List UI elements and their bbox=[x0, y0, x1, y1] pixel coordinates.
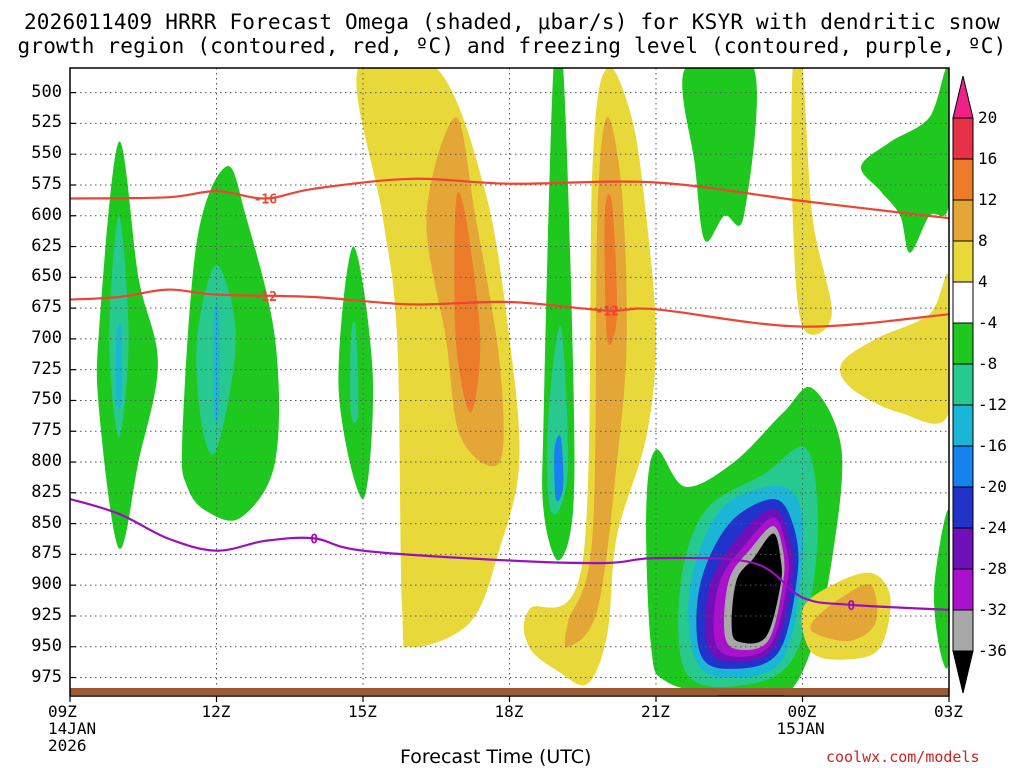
contour-minus-12C bbox=[70, 288, 949, 328]
colorbar-tick-label: 20 bbox=[978, 108, 998, 127]
y-tick-label: 675 bbox=[31, 297, 62, 318]
colorbar-bin bbox=[952, 486, 974, 529]
x-tick-label: 12Z bbox=[201, 702, 231, 721]
y-tick-label: 825 bbox=[31, 481, 62, 502]
contour-label: 0 bbox=[847, 599, 855, 614]
colorbar-tick-label: -16 bbox=[978, 436, 1007, 455]
y-tick-label: 500 bbox=[31, 81, 62, 102]
x-tick-label: 14JAN bbox=[48, 719, 97, 738]
y-tick-label: 850 bbox=[31, 512, 62, 533]
x-axis-title: Forecast Time (UTC) bbox=[400, 746, 592, 768]
colorbar-tick-label: -24 bbox=[978, 518, 1007, 537]
x-tick-label: 21Z bbox=[641, 702, 670, 721]
colorbar-tick-label: 12 bbox=[978, 190, 998, 209]
omega-region bbox=[840, 273, 949, 424]
y-tick-label: 725 bbox=[31, 358, 62, 379]
omega-region bbox=[604, 194, 618, 346]
contour-label: -12 bbox=[254, 290, 277, 305]
colorbar-tick-label: -12 bbox=[978, 395, 1007, 414]
omega-region bbox=[861, 68, 949, 253]
colorbar-tick-label: 8 bbox=[978, 231, 988, 250]
x-tick-label: 00Z bbox=[787, 702, 817, 721]
chart-title-line-1: 2026011409 HRRR Forecast Omega (shaded, … bbox=[23, 10, 1001, 34]
omega-region bbox=[791, 68, 832, 335]
omega-region bbox=[810, 584, 878, 642]
colorbar-tick-label: -20 bbox=[978, 477, 1007, 496]
colorbar-bin bbox=[952, 281, 974, 324]
y-tick-label: 600 bbox=[31, 204, 62, 225]
omega-colorbar bbox=[952, 75, 974, 694]
colorbar-tick-label: -8 bbox=[978, 354, 998, 373]
omega-region bbox=[350, 321, 359, 423]
colorbar-bin bbox=[952, 527, 974, 570]
contour-label: 0 bbox=[310, 532, 318, 547]
colorbar-bottom-arrow bbox=[952, 650, 974, 694]
colorbar-bin bbox=[952, 117, 974, 160]
omega-region bbox=[554, 435, 564, 502]
colorbar-bin bbox=[952, 404, 974, 447]
colorbar-bin bbox=[952, 240, 974, 283]
colorbar-tick-label: -36 bbox=[978, 641, 1007, 660]
colorbar-bin bbox=[952, 363, 974, 406]
contour-zero-C bbox=[70, 497, 949, 611]
x-tick-label: 2026 bbox=[48, 736, 87, 755]
colorbar-bin bbox=[952, 609, 974, 652]
contour-label: -12 bbox=[595, 305, 618, 320]
y-tick-label: 975 bbox=[31, 666, 62, 687]
omega-region bbox=[731, 533, 782, 644]
x-tick-label: 15Z bbox=[348, 702, 377, 721]
y-tick-label: 550 bbox=[31, 143, 62, 164]
ground-terrain-bar bbox=[70, 688, 949, 695]
y-tick-label: 775 bbox=[31, 420, 62, 441]
y-tick-label: 575 bbox=[31, 173, 62, 194]
y-tick-label: 750 bbox=[31, 389, 62, 410]
colorbar-bin bbox=[952, 568, 974, 611]
chart-title-line-2: growth region (contoured, red, ºC) and f… bbox=[17, 34, 1007, 58]
colorbar-tick-label: 16 bbox=[978, 149, 998, 168]
credit-link[interactable]: coolwx.com/models bbox=[826, 748, 980, 766]
omega-region bbox=[115, 322, 122, 409]
y-tick-label: 875 bbox=[31, 543, 62, 564]
contour-label: -16 bbox=[254, 193, 278, 208]
colorbar-bin bbox=[952, 158, 974, 201]
x-tick-label: 03Z bbox=[934, 702, 963, 721]
colorbar-tick-label: 4 bbox=[978, 272, 988, 291]
colorbar-bin bbox=[952, 445, 974, 488]
y-tick-label: 650 bbox=[31, 266, 62, 287]
y-tick-label: 625 bbox=[31, 235, 62, 256]
y-tick-label: 900 bbox=[31, 574, 62, 595]
colorbar-top-arrow bbox=[952, 75, 974, 119]
y-tick-label: 700 bbox=[31, 327, 62, 348]
colorbar-bin bbox=[952, 199, 974, 242]
y-tick-label: 950 bbox=[31, 635, 62, 656]
temperature-contours: -16 -12 -12 0 0 bbox=[70, 177, 949, 614]
colorbar-tick-label: -28 bbox=[978, 559, 1007, 578]
x-tick-label: 15JAN bbox=[776, 719, 825, 738]
plot-axes bbox=[69, 67, 950, 702]
y-tick-label: 800 bbox=[31, 451, 62, 472]
y-tick-label: 925 bbox=[31, 604, 62, 625]
y-tick-label: 525 bbox=[31, 112, 62, 133]
contour-minus-16C bbox=[70, 177, 949, 220]
colorbar-tick-label: -32 bbox=[978, 600, 1007, 619]
colorbar-tick-label: -4 bbox=[978, 313, 998, 332]
omega-region bbox=[933, 509, 949, 669]
omega-region bbox=[356, 68, 520, 648]
omega-region bbox=[682, 68, 757, 242]
colorbar-bin bbox=[952, 322, 974, 365]
omega-shaded-regions bbox=[96, 68, 949, 696]
x-tick-label: 18Z bbox=[494, 702, 524, 721]
x-tick-label: 09Z bbox=[48, 702, 77, 721]
